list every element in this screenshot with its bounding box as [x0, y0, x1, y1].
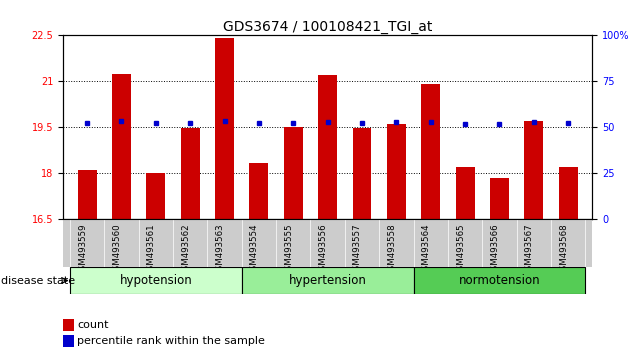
Text: GSM493564: GSM493564 [421, 223, 431, 276]
Bar [387, 124, 406, 219]
Text: hypotension: hypotension [120, 274, 192, 287]
Bar [181, 128, 200, 219]
Text: GSM493555: GSM493555 [284, 223, 293, 276]
Text: normotension: normotension [459, 274, 541, 287]
Bar [77, 170, 96, 219]
Bar [242, 267, 413, 294]
Text: count: count [77, 320, 109, 330]
Text: GSM493563: GSM493563 [215, 223, 224, 276]
Text: GSM493554: GSM493554 [250, 223, 259, 276]
Bar [249, 163, 268, 219]
Bar [215, 39, 234, 219]
Bar [524, 121, 543, 219]
Bar [353, 128, 372, 219]
Text: GSM493566: GSM493566 [490, 223, 500, 276]
Bar [490, 178, 509, 219]
Text: disease state: disease state [1, 276, 76, 286]
Bar [70, 267, 242, 294]
Text: GSM493559: GSM493559 [78, 223, 87, 276]
Bar [455, 167, 474, 219]
Bar [559, 167, 578, 219]
Text: hypertension: hypertension [289, 274, 367, 287]
Bar [421, 85, 440, 219]
Text: GSM493556: GSM493556 [319, 223, 328, 276]
Text: GSM493560: GSM493560 [112, 223, 122, 276]
Text: GSM493568: GSM493568 [559, 223, 568, 276]
Bar [413, 267, 585, 294]
Bar [318, 75, 337, 219]
Bar [284, 127, 302, 219]
Text: GSM493557: GSM493557 [353, 223, 362, 276]
Bar [146, 173, 165, 219]
Text: GSM493567: GSM493567 [525, 223, 534, 276]
Text: GSM493558: GSM493558 [387, 223, 396, 276]
Title: GDS3674 / 100108421_TGI_at: GDS3674 / 100108421_TGI_at [223, 21, 432, 34]
Text: GSM493562: GSM493562 [181, 223, 190, 276]
Bar [112, 74, 131, 219]
Text: GSM493565: GSM493565 [456, 223, 465, 276]
Text: GSM493561: GSM493561 [147, 223, 156, 276]
Text: percentile rank within the sample: percentile rank within the sample [77, 336, 265, 346]
